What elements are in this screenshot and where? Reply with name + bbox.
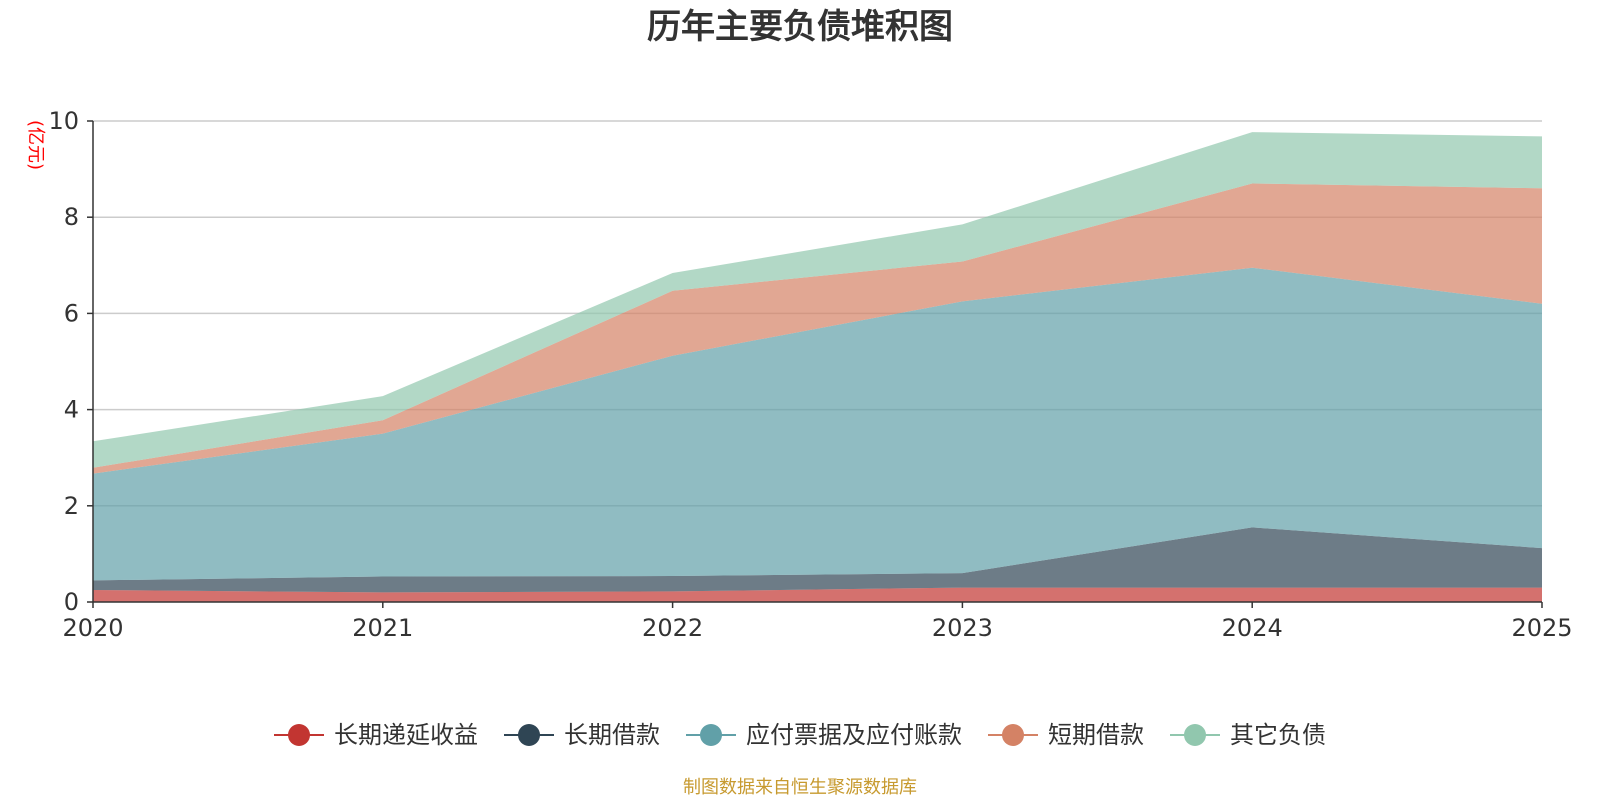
legend-marker [288,724,310,746]
legend-marker [1002,724,1024,746]
area-series-2 [93,527,1542,593]
legend-label: 长期递延收益 [334,721,478,749]
x-tick-label: 2020 [62,614,123,642]
legend-item-5[interactable]: 其它负债 [1170,721,1326,749]
area-series-5 [93,132,1542,468]
legend: 长期递延收益 长期借款 应付票据及应付账款 短期借款 其它负债 [274,721,1326,749]
y-axis-unit: (亿元) [25,120,46,170]
x-tick-label: 2025 [1511,614,1572,642]
legend-label: 长期借款 [564,721,660,749]
area-series-1 [93,587,1542,602]
series-areas [93,132,1542,602]
legend-item-4[interactable]: 短期借款 [988,721,1144,749]
axes [92,121,1542,603]
legend-label: 应付票据及应付账款 [746,721,962,749]
area-series-3 [93,267,1542,581]
y-tick-label: 10 [48,107,79,135]
legend-label: 其它负债 [1230,721,1326,749]
area-series-4 [93,183,1542,474]
y-tick-label: 2 [64,492,79,520]
x-axis-ticks: 2020 2021 2022 2023 2024 2025 [62,602,1573,642]
y-tick-label: 8 [64,203,79,231]
source-note: 制图数据来自恒生聚源数据库 [683,777,917,798]
legend-marker [1184,724,1206,746]
legend-label: 短期借款 [1048,721,1144,749]
y-axis-ticks: 0 2 4 6 8 10 [48,107,93,616]
x-tick-label: 2023 [932,614,993,642]
legend-item-3[interactable]: 应付票据及应付账款 [686,721,962,749]
x-tick-label: 2022 [642,614,703,642]
y-tick-label: 0 [64,588,79,616]
x-tick-label: 2021 [352,614,413,642]
legend-marker [700,724,722,746]
chart-title: 历年主要负债堆积图 [647,7,953,47]
y-tick-label: 6 [64,299,79,327]
y-tick-label: 4 [64,396,79,424]
legend-item-2[interactable]: 长期借款 [504,721,660,749]
x-tick-label: 2024 [1222,614,1283,642]
legend-item-1[interactable]: 长期递延收益 [274,721,478,749]
legend-marker [518,724,540,746]
